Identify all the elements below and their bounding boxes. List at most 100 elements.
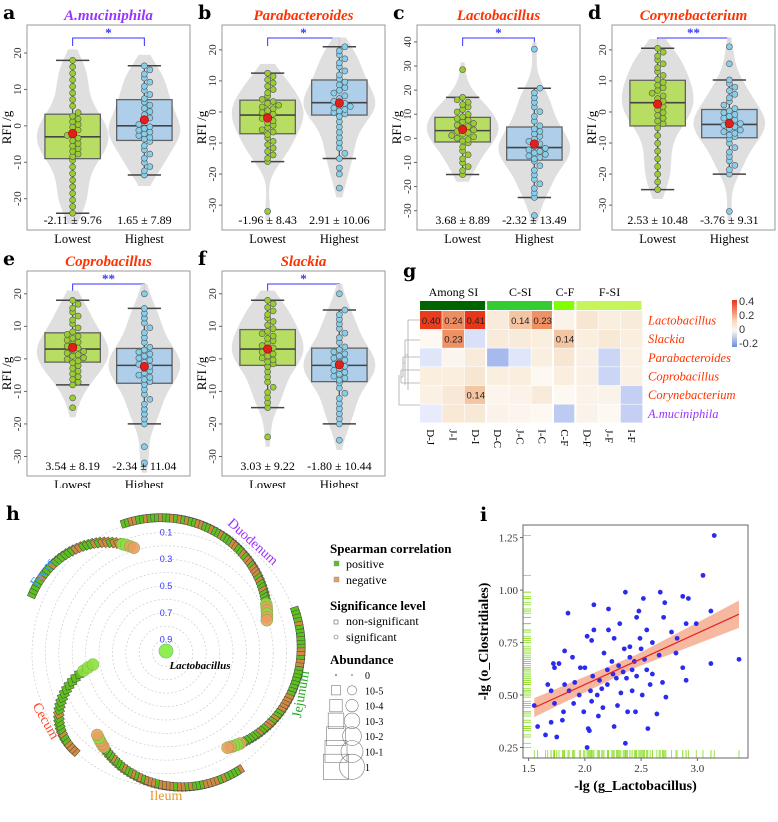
- scatter-point: [674, 635, 680, 641]
- data-point: [336, 346, 343, 353]
- y-tick-label: 20: [402, 84, 414, 96]
- data-point: [264, 76, 271, 83]
- heatmap-cell: [598, 367, 621, 386]
- data-point: [453, 115, 461, 122]
- significance-stars: *: [105, 25, 112, 40]
- scatter-point: [669, 629, 674, 635]
- data-point: [336, 170, 343, 178]
- scatter-point: [638, 646, 644, 652]
- data-point: [654, 52, 661, 60]
- scatter-point: [548, 719, 554, 725]
- panel-letter-h: h: [6, 503, 20, 525]
- heatmap-cell: [464, 311, 487, 330]
- data-point: [731, 90, 739, 98]
- data-point: [63, 336, 71, 344]
- data-point: [659, 114, 667, 122]
- confidence-band: [534, 600, 739, 718]
- heatmap-cell: [486, 367, 509, 386]
- y-tick-label: -10: [207, 384, 219, 399]
- significance-stars: *: [495, 25, 502, 40]
- data-point: [336, 59, 343, 67]
- abundance-circle: [343, 712, 361, 729]
- x-category-label: Lowest: [54, 478, 91, 488]
- data-point: [531, 166, 538, 174]
- scatter-point: [570, 654, 575, 660]
- color-scale-label: 0.2: [739, 310, 754, 322]
- data-point: [531, 125, 538, 133]
- data-point: [726, 94, 733, 102]
- data-point: [731, 129, 739, 137]
- abundance-square: [326, 726, 346, 746]
- heatmap-cell: [420, 348, 442, 367]
- panel-letter-i: i: [480, 504, 487, 526]
- x-axis-label: -lg (g_Lactobacillus): [574, 779, 697, 794]
- x-category-label: Highest: [320, 478, 359, 488]
- scatter-point: [559, 717, 565, 723]
- data-point: [726, 112, 733, 120]
- data-point: [69, 381, 76, 389]
- y-tick-label: 0.75: [499, 638, 519, 650]
- data-point: [74, 367, 82, 375]
- heatmap-cell: [464, 404, 487, 423]
- data-point: [141, 329, 148, 336]
- panel-title: Corynebacterium: [640, 8, 748, 24]
- y-axis-label: RFI /g: [585, 110, 599, 144]
- data-point: [330, 89, 338, 97]
- data-point: [330, 104, 338, 112]
- data-point: [341, 55, 349, 63]
- heatmap-cell: [553, 311, 576, 330]
- data-point: [720, 101, 728, 109]
- abundance-label: 10-1: [365, 748, 383, 759]
- scatter-point: [663, 694, 669, 700]
- y-tick-label: -30: [207, 449, 219, 464]
- scatter-point: [683, 677, 689, 683]
- abundance-label: 0: [365, 671, 370, 682]
- data-point: [470, 133, 477, 141]
- data-point: [654, 87, 661, 94]
- data-point: [459, 137, 466, 145]
- data-point: [269, 383, 277, 391]
- panel-title: Slackia: [281, 254, 327, 270]
- data-point: [146, 78, 154, 86]
- data-point: [459, 66, 466, 73]
- data-point: [341, 92, 349, 100]
- data-point: [654, 147, 661, 155]
- data-point: [258, 354, 266, 362]
- scatter-point: [660, 680, 665, 685]
- scatter-point: [581, 709, 587, 715]
- data-point: [453, 134, 461, 142]
- data-point: [347, 103, 354, 110]
- data-point: [654, 44, 661, 52]
- data-point: [459, 167, 466, 174]
- y-tick-label: 10: [402, 108, 414, 120]
- scatter-point: [588, 688, 593, 694]
- data-point: [135, 348, 143, 356]
- panel-title: A.muciniphila: [63, 8, 153, 24]
- row-label: A.muciniphila: [647, 407, 718, 421]
- row-label: Parabacteroides: [647, 351, 731, 365]
- mean-marker: [68, 129, 78, 139]
- data-point: [141, 70, 148, 78]
- data-point: [135, 371, 143, 379]
- y-tick-label: -10: [12, 154, 24, 169]
- grid-ring: [152, 639, 180, 667]
- data-point: [63, 349, 71, 357]
- scatter-point: [584, 745, 590, 750]
- heatmap-cell: [576, 404, 598, 423]
- column-label: D-J: [424, 429, 436, 446]
- data-point: [659, 79, 667, 86]
- heatmap-cell: [620, 329, 643, 348]
- data-point: [659, 109, 667, 116]
- data-point: [258, 96, 266, 103]
- data-point: [659, 48, 667, 56]
- data-point: [654, 170, 661, 178]
- abundance-circle: [347, 685, 357, 696]
- x-category-label: Highest: [515, 232, 554, 246]
- data-point: [536, 108, 544, 116]
- data-point: [146, 356, 154, 364]
- center-label: Lactobacillus: [168, 660, 230, 672]
- data-point: [536, 128, 544, 135]
- data-point: [453, 96, 461, 104]
- heatmap-cell: [509, 385, 531, 404]
- scatter-point: [554, 734, 560, 740]
